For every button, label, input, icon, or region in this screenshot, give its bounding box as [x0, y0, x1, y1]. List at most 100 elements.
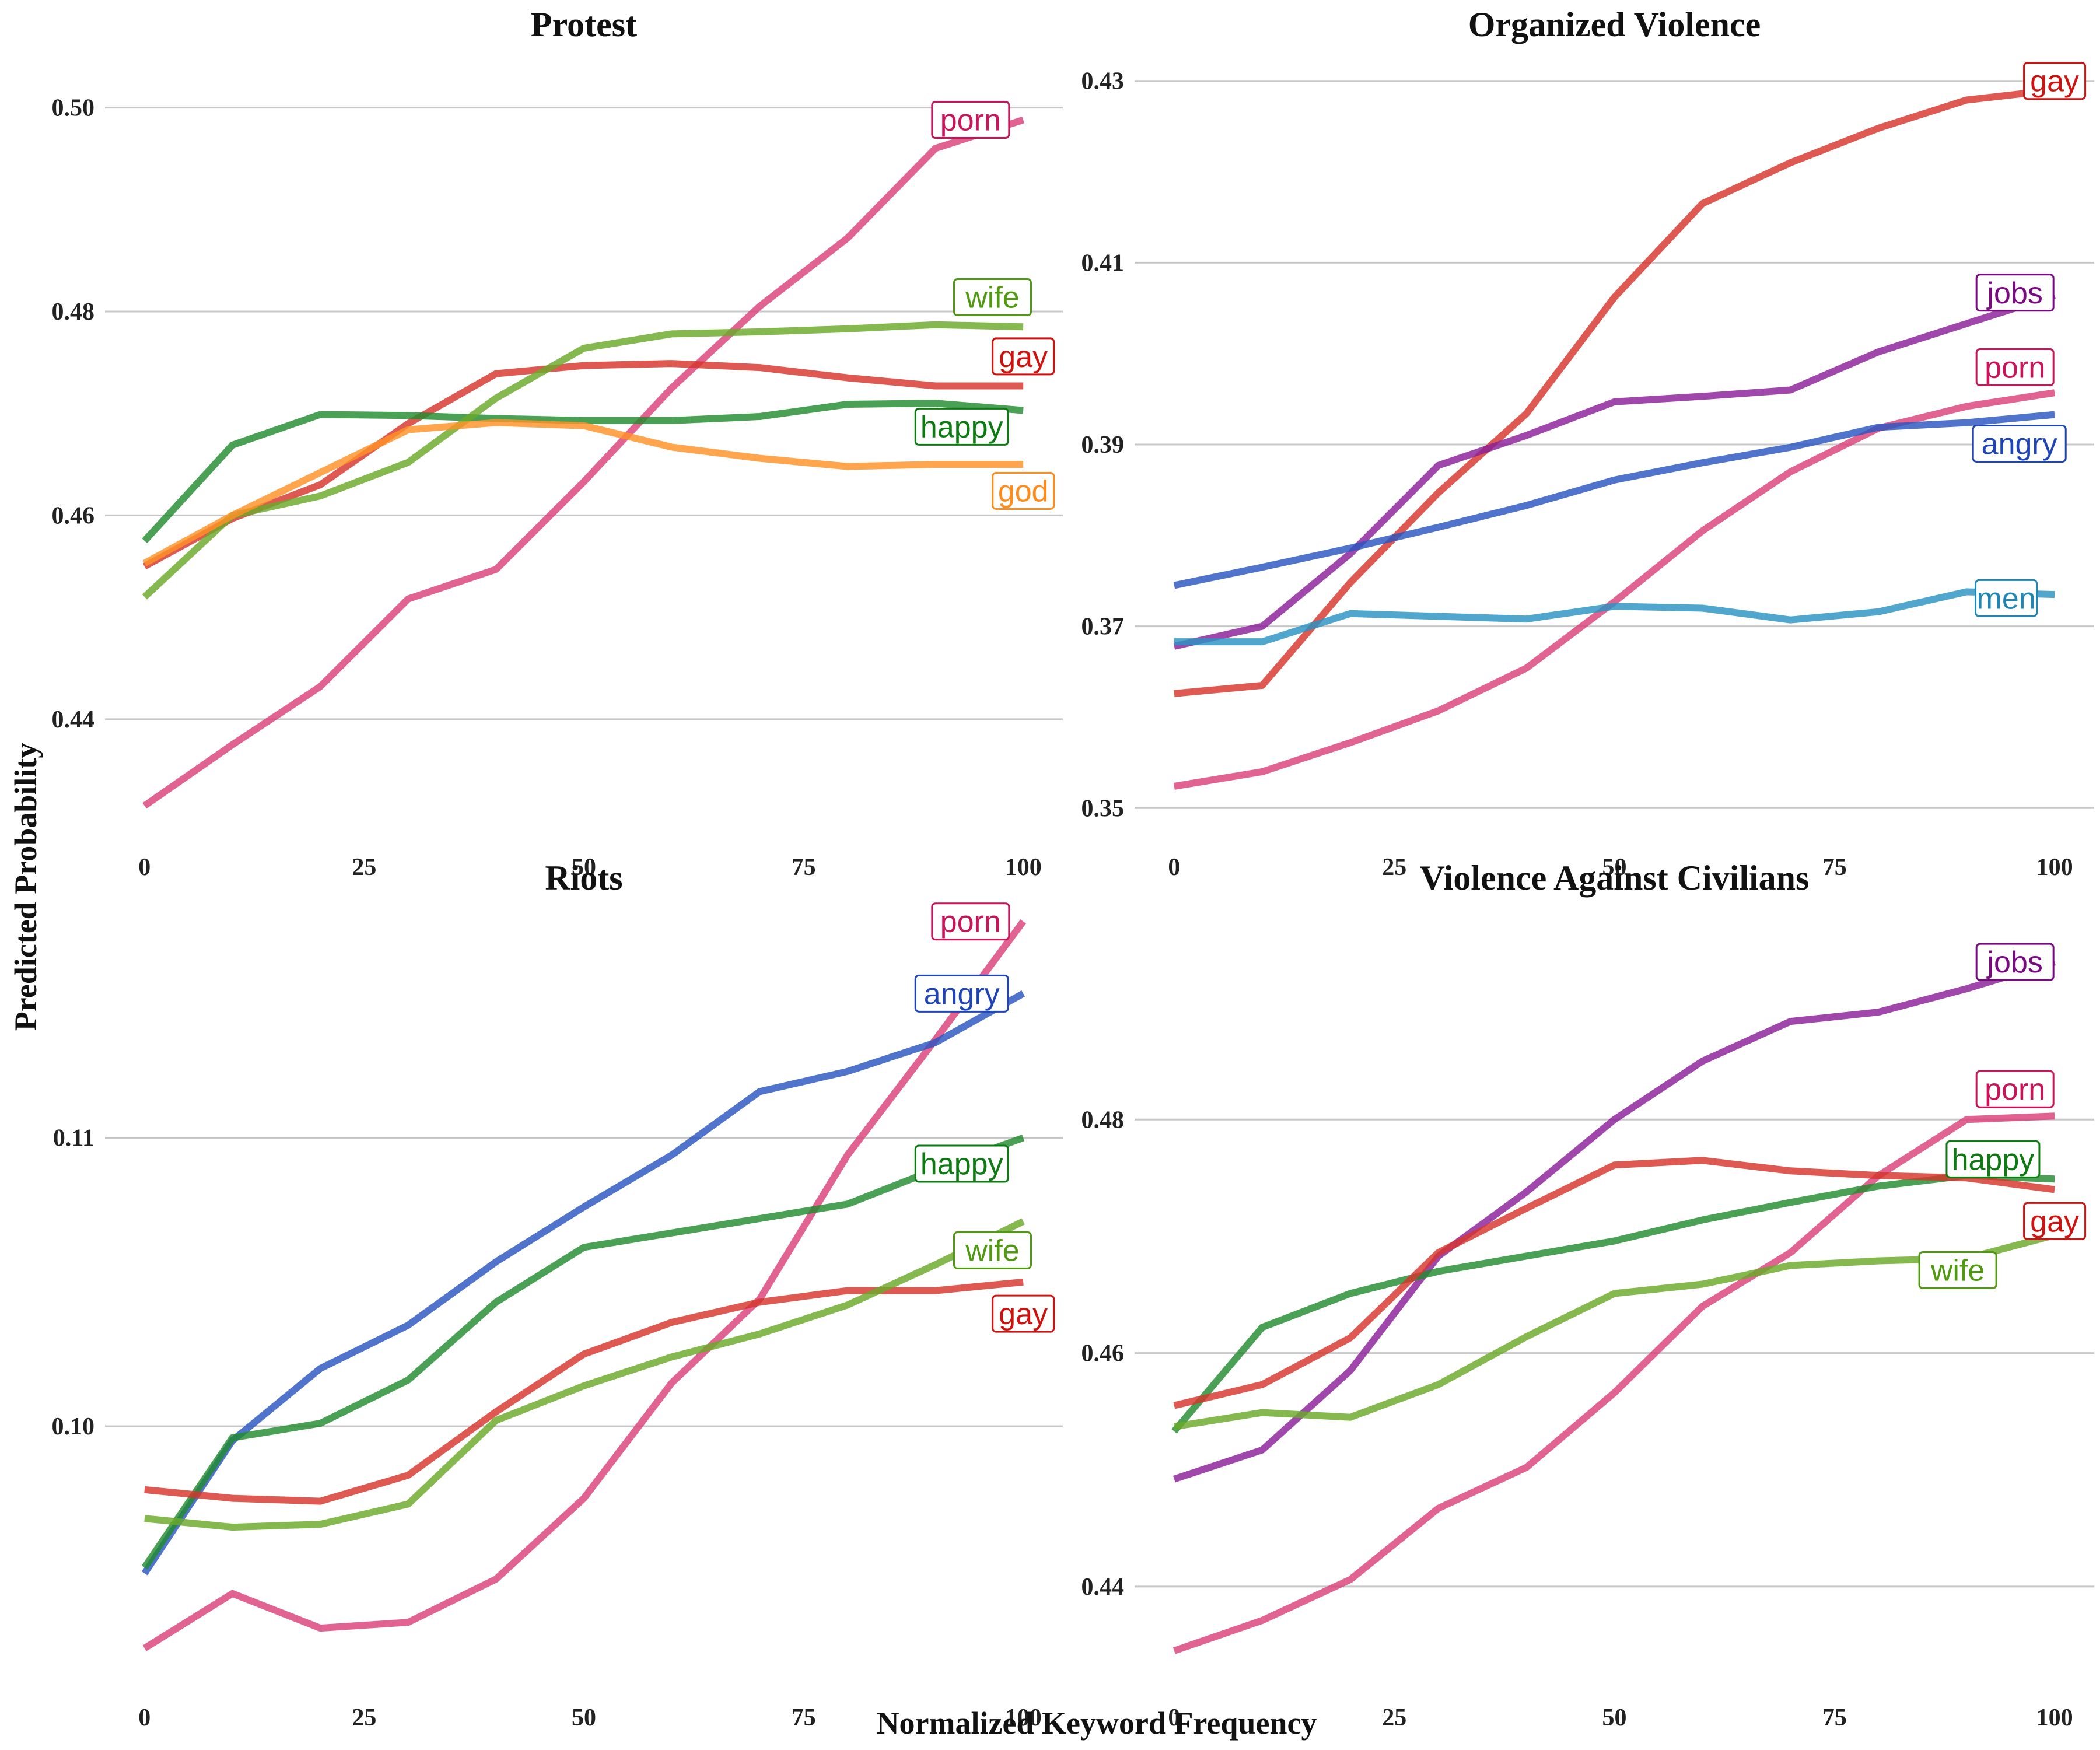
series-label-box [1975, 1070, 2054, 1108]
series-line-happy [1171, 1172, 2055, 1434]
series-line-happy [142, 400, 1024, 544]
series-label-box [2023, 1202, 2087, 1240]
series-label-box [992, 1294, 1055, 1333]
x-tick-label: 50 [1602, 1704, 1627, 1731]
panel: Violence Against Civilians 0.44 0.46 0.48 0 2… [1082, 859, 2094, 1731]
series-label-angry: angry [914, 974, 1009, 1013]
series-label-text: wife [1930, 1254, 1985, 1287]
series-label-text: jobs [1986, 276, 2042, 310]
series-label-text: happy [921, 410, 1003, 444]
series-line-porn [142, 919, 1027, 1651]
series-label-text: happy [921, 1147, 1003, 1181]
series-label-box [931, 902, 1010, 941]
panel: Protest 0.44 0.46 0.48 0.50 0 25 50 75 100 porn wif… [52, 5, 1063, 881]
series-label-text: gay [999, 1297, 1048, 1331]
series-line-gay [1174, 86, 2055, 697]
x-tick-label: 0 [138, 854, 150, 881]
x-tick-label: 75 [1822, 1704, 1847, 1731]
series-label-box [1975, 943, 2054, 981]
series-line-porn [1172, 1112, 2055, 1654]
x-tick-label: 0 [138, 1704, 150, 1731]
series-label-porn: porn [1975, 348, 2054, 387]
y-tick-label: 0.37 [1082, 614, 1125, 640]
series-label-gay: gay [2023, 1202, 2087, 1240]
series-label-box [931, 101, 1010, 139]
series-label-text: porn [940, 905, 1001, 939]
y-tick-label: 0.46 [52, 502, 95, 529]
y-tick-label: 0.35 [1082, 795, 1125, 822]
series-label-box [1918, 1251, 1997, 1289]
y-tick-label: 0.48 [1082, 1107, 1125, 1133]
panel-title: Riots [545, 859, 622, 897]
x-tick-label: 25 [1382, 854, 1406, 881]
series-label-box [992, 471, 1055, 510]
y-tick-label: 0.44 [1082, 1574, 1125, 1601]
x-tick-label: 0 [1168, 854, 1180, 881]
x-tick-label: 25 [352, 1704, 376, 1731]
series-line-wife [144, 1218, 1025, 1531]
series-label-wife: wife [953, 278, 1032, 317]
series-line-jobs [1173, 958, 2056, 1483]
x-tick-label: 25 [1382, 1704, 1406, 1731]
series-line-jobs [1173, 292, 2056, 650]
x-tick-label: 100 [2036, 854, 2073, 881]
series-label-gay: gay [2023, 62, 2087, 100]
series-label-god: god [992, 471, 1055, 510]
series-label-text: men [1977, 582, 2036, 615]
series-label-text: porn [940, 104, 1001, 138]
series-label-text: angry [924, 977, 1000, 1011]
series-label-gay: gay [992, 337, 1055, 376]
series-label-box [1975, 348, 2054, 387]
x-tick-label: 50 [1602, 854, 1627, 881]
series-line-angry [141, 991, 1026, 1576]
series-line-angry [1173, 411, 2055, 589]
series-label-box [914, 1144, 1009, 1183]
y-tick-label: 0.50 [52, 95, 95, 122]
series-line-gay [144, 1278, 1024, 1505]
series-label-wife: wife [953, 1231, 1032, 1269]
y-tick-label: 0.44 [52, 706, 95, 733]
series-line-happy [141, 1134, 1025, 1570]
y-tick-label: 0.41 [1082, 250, 1125, 276]
series-label-box [953, 278, 1032, 317]
series-label-jobs: jobs [1975, 943, 2054, 981]
series-label-porn: porn [1975, 1070, 2054, 1108]
panel: Riots 0.10 0.11 0 25 50 75 100 porn angry happy wif… [52, 859, 1063, 1731]
series-label-text: porn [1985, 351, 2045, 385]
series-line-gay [142, 360, 1024, 570]
series-label-box [914, 407, 1009, 446]
y-tick-label: 0.48 [52, 299, 95, 326]
y-tick-label: 0.43 [1082, 68, 1125, 95]
series-label-text: angry [1982, 427, 2057, 461]
series-label-box [1975, 579, 2038, 617]
x-tick-label: 50 [572, 854, 596, 881]
panel-title: Violence Against Civilians [1420, 859, 1810, 897]
series-label-box [2023, 62, 2087, 100]
panel-title: Protest [531, 5, 637, 44]
panel: Organized Violence 0.35 0.37 0.39 0.41 0.43 0 2… [1082, 5, 2094, 881]
x-tick-label: 100 [2036, 1704, 2073, 1731]
series-label-happy: happy [914, 1144, 1009, 1183]
x-tick-label: 100 [1005, 854, 1042, 881]
series-line-wife [142, 321, 1024, 600]
panel-title: Organized Violence [1468, 5, 1761, 44]
series-line-gay [1173, 1157, 2055, 1409]
series-label-text: porn [1985, 1073, 2045, 1107]
series-label-box [1975, 274, 2054, 312]
series-label-text: gay [2030, 1205, 2079, 1238]
series-label-wife: wife [1918, 1251, 1997, 1289]
series-label-happy: happy [1945, 1140, 2041, 1178]
series-line-porn [142, 116, 1025, 809]
series-label-text: god [998, 474, 1049, 508]
series-label-text: wife [965, 1234, 1019, 1268]
series-label-men: men [1975, 579, 2038, 617]
series-label-box [992, 337, 1055, 376]
series-label-gay: gay [992, 1294, 1055, 1333]
x-tick-label: 75 [792, 854, 816, 881]
series-label-jobs: jobs [1975, 274, 2054, 312]
series-label-text: gay [2030, 65, 2079, 99]
series-label-box [1972, 424, 2067, 463]
series-label-angry: angry [1972, 424, 2067, 463]
